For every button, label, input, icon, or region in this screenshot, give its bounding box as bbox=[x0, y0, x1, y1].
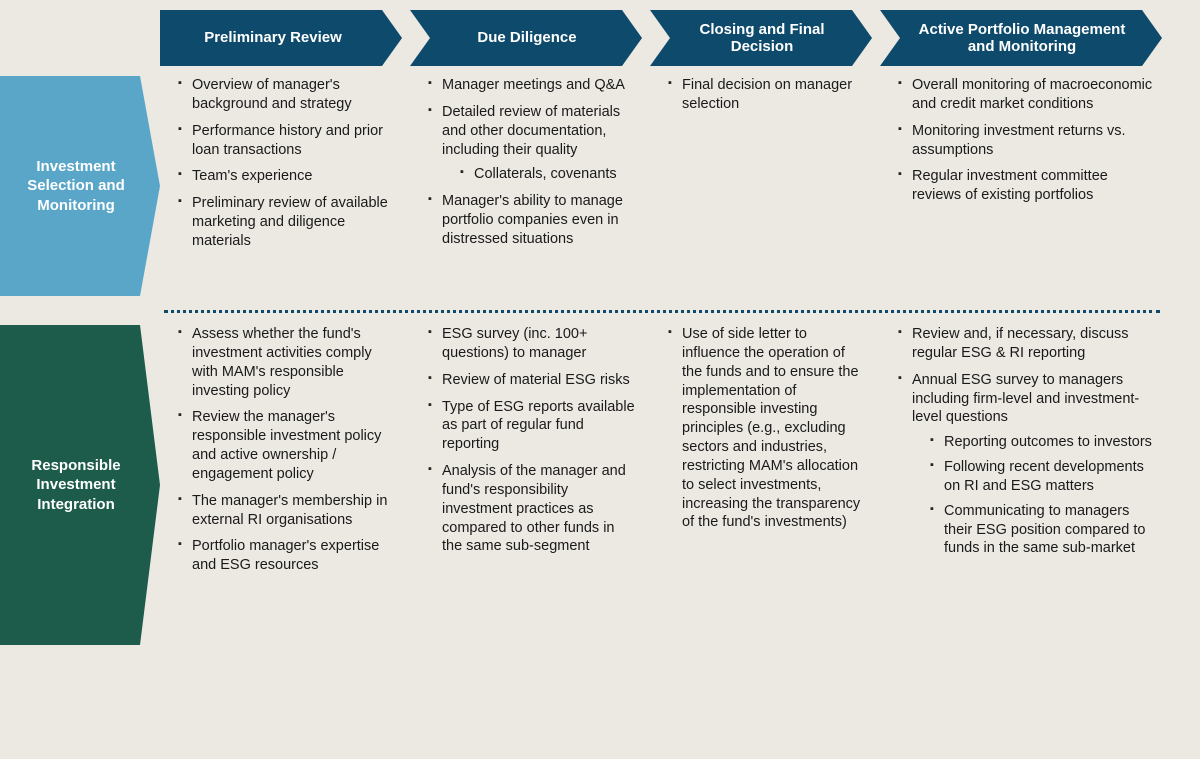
row-label-wrap: Responsible Investment Integration bbox=[0, 315, 160, 655]
bullet: Use of side letter to influence the oper… bbox=[668, 325, 866, 532]
stage-label: Due Diligence bbox=[477, 29, 576, 46]
bullet-text: Performance history and prior loan trans… bbox=[192, 123, 383, 158]
stage-closing-final-decision: Closing and Final Decision bbox=[650, 10, 872, 66]
bullet-text: Regular investment committee reviews of … bbox=[912, 168, 1108, 203]
bullet-text: Collaterals, covenants bbox=[474, 166, 617, 182]
bullet: Annual ESG survey to managers including … bbox=[898, 371, 1156, 559]
bullet-text: The manager's membership in external RI … bbox=[192, 493, 387, 528]
bullet-text: Use of side letter to influence the oper… bbox=[682, 326, 860, 530]
bullet: Portfolio manager's expertise and ESG re… bbox=[178, 537, 396, 575]
bullet-text: Manager meetings and Q&A bbox=[442, 77, 625, 93]
spacer bbox=[0, 306, 160, 315]
bullet: Manager's ability to manage portfolio co… bbox=[428, 192, 636, 249]
sub-bullet: Following recent developments on RI and … bbox=[930, 458, 1156, 496]
bullet: The manager's membership in external RI … bbox=[178, 492, 396, 530]
sub-bullet: Communicating to managers their ESG posi… bbox=[930, 502, 1156, 559]
bullet: Team's experience bbox=[178, 167, 396, 186]
bullet: Assess whether the fund's investment act… bbox=[178, 325, 396, 400]
stage-label: Preliminary Review bbox=[204, 29, 342, 46]
bullet-text: Team's experience bbox=[192, 168, 312, 184]
stage-due-diligence: Due Diligence bbox=[410, 10, 642, 66]
bullet-text: ESG survey (inc. 100+ questions) to mana… bbox=[442, 326, 587, 361]
row-label-text: Investment Selection and Monitoring bbox=[10, 157, 142, 216]
bullet: Type of ESG reports available as part of… bbox=[428, 398, 636, 455]
cell-row2-col3: Use of side letter to influence the oper… bbox=[650, 315, 880, 655]
bullet-text: Assess whether the fund's investment act… bbox=[192, 326, 372, 399]
cell-row1-col1: Overview of manager's background and str… bbox=[160, 66, 410, 306]
bullet: Review of material ESG risks bbox=[428, 371, 636, 390]
stage-label: Closing and Final Decision bbox=[678, 21, 846, 56]
bullet-text: Monitoring investment returns vs. assump… bbox=[912, 123, 1126, 158]
cell-row1-col3: Final decision on manager selection bbox=[650, 66, 880, 306]
bullet-text: Communicating to managers their ESG posi… bbox=[944, 503, 1146, 557]
bullet: Review and, if necessary, discuss regula… bbox=[898, 325, 1156, 363]
bullet: Performance history and prior loan trans… bbox=[178, 122, 396, 160]
cell-row2-col4: Review and, if necessary, discuss regula… bbox=[880, 315, 1170, 655]
cell-row2-col2: ESG survey (inc. 100+ questions) to mana… bbox=[410, 315, 650, 655]
bullet-text: Portfolio manager's expertise and ESG re… bbox=[192, 538, 379, 573]
row-divider bbox=[164, 310, 1160, 313]
spacer bbox=[0, 10, 160, 66]
bullet: Analysis of the manager and fund's respo… bbox=[428, 462, 636, 556]
bullet-text: Detailed review of materials and other d… bbox=[442, 104, 620, 158]
bullet-text: Preliminary review of available marketin… bbox=[192, 195, 388, 249]
cell-row1-col4: Overall monitoring of macroeconomic and … bbox=[880, 66, 1170, 306]
stage-label: Active Portfolio Management and Monitori… bbox=[908, 21, 1136, 56]
cell-row1-col2: Manager meetings and Q&A Detailed review… bbox=[410, 66, 650, 306]
bullet-text: Manager's ability to manage portfolio co… bbox=[442, 193, 623, 247]
bullet: ESG survey (inc. 100+ questions) to mana… bbox=[428, 325, 636, 363]
bullet: Manager meetings and Q&A bbox=[428, 76, 636, 95]
row-label-wrap: Investment Selection and Monitoring bbox=[0, 66, 160, 306]
bullet-text: Analysis of the manager and fund's respo… bbox=[442, 463, 626, 554]
bullet: Regular investment committee reviews of … bbox=[898, 167, 1156, 205]
bullet: Final decision on manager selection bbox=[668, 76, 866, 114]
stage-active-portfolio-management: Active Portfolio Management and Monitori… bbox=[880, 10, 1162, 66]
bullet: Overview of manager's background and str… bbox=[178, 76, 396, 114]
row-investment-selection-monitoring: Investment Selection and Monitoring bbox=[0, 76, 160, 296]
bullet: Monitoring investment returns vs. assump… bbox=[898, 122, 1156, 160]
sub-bullet: Reporting outcomes to investors bbox=[930, 433, 1156, 452]
stage-preliminary-review: Preliminary Review bbox=[160, 10, 402, 66]
row-responsible-investment-integration: Responsible Investment Integration bbox=[0, 325, 160, 645]
bullet-text: Type of ESG reports available as part of… bbox=[442, 399, 635, 453]
bullet-text: Overview of manager's background and str… bbox=[192, 77, 352, 112]
bullet-text: Annual ESG survey to managers including … bbox=[912, 372, 1139, 426]
cell-row2-col1: Assess whether the fund's investment act… bbox=[160, 315, 410, 655]
bullet-text: Final decision on manager selection bbox=[682, 77, 852, 112]
bullet: Detailed review of materials and other d… bbox=[428, 103, 636, 184]
sub-bullet: Collaterals, covenants bbox=[460, 165, 636, 184]
bullet: Overall monitoring of macroeconomic and … bbox=[898, 76, 1156, 114]
bullet-text: Review of material ESG risks bbox=[442, 372, 630, 388]
process-matrix: Preliminary Review Due Diligence Closing… bbox=[0, 10, 1190, 655]
bullet-text: Review the manager's responsible investm… bbox=[192, 409, 381, 482]
bullet: Review the manager's responsible investm… bbox=[178, 408, 396, 483]
bullet-text: Reporting outcomes to investors bbox=[944, 434, 1152, 450]
bullet: Preliminary review of available marketin… bbox=[178, 194, 396, 251]
bullet-text: Following recent developments on RI and … bbox=[944, 459, 1144, 494]
row-label-text: Responsible Investment Integration bbox=[10, 456, 142, 515]
bullet-text: Review and, if necessary, discuss regula… bbox=[912, 326, 1129, 361]
bullet-text: Overall monitoring of macroeconomic and … bbox=[912, 77, 1152, 112]
